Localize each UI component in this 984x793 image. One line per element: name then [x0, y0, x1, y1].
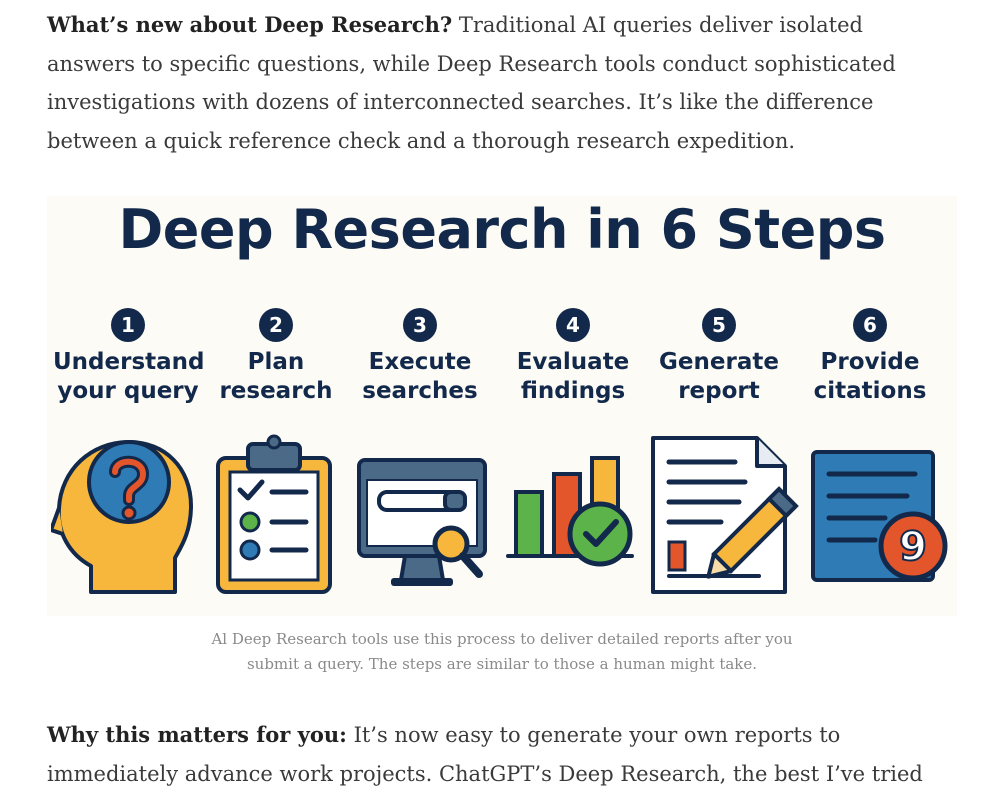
step-label: Execute searches [362, 349, 478, 404]
step-5: 5 Generate report [644, 308, 794, 406]
head-question-icon [51, 440, 193, 594]
step-number: 2 [259, 308, 293, 342]
step-label: Evaluate findings [516, 349, 630, 404]
infographic-title: Deep Research in 6 Steps [118, 198, 886, 261]
bar-chart-check-icon [506, 456, 634, 567]
step-3: 3 Execute searches [345, 308, 495, 406]
step-number: 5 [702, 308, 736, 342]
step-label: Understand your query [53, 349, 205, 404]
intro-lead: What’s new about Deep Research? [47, 12, 453, 37]
step-4: 4 Evaluate findings [498, 308, 648, 406]
clipboard-checklist-icon [216, 434, 332, 594]
step-label: Plan research [219, 349, 333, 404]
infographic: Deep Research in 6 Steps 1 Understand you… [47, 196, 957, 616]
step-6: 6 Provide citations [795, 308, 945, 406]
document-pencil-icon [651, 436, 799, 594]
citation-document-icon: 9 [811, 450, 948, 582]
closing-lead: Why this matters for you: [47, 722, 347, 747]
figure-caption: Al Deep Research tools use this process … [211, 630, 793, 673]
monitor-search-icon [357, 458, 487, 586]
intro-paragraph: What’s new about Deep Research? Traditio… [47, 6, 947, 160]
closing-paragraph: Why this matters for you: It’s now easy … [47, 716, 947, 793]
step-2: 2 Plan research [201, 308, 351, 406]
step-number: 3 [403, 308, 437, 342]
step-1: 1 Understand your query [53, 308, 205, 406]
step-label: Provide citations [813, 349, 927, 404]
step-label: Generate report [659, 349, 779, 404]
intro-text: Traditional AI queries deliver isolated … [47, 13, 896, 153]
closing-text: It’s now easy to generate your own repor… [47, 723, 923, 786]
citation-glyph: 9 [899, 524, 927, 570]
step-number: 1 [111, 308, 145, 342]
step-number: 4 [556, 308, 590, 342]
step-number: 6 [853, 308, 887, 342]
